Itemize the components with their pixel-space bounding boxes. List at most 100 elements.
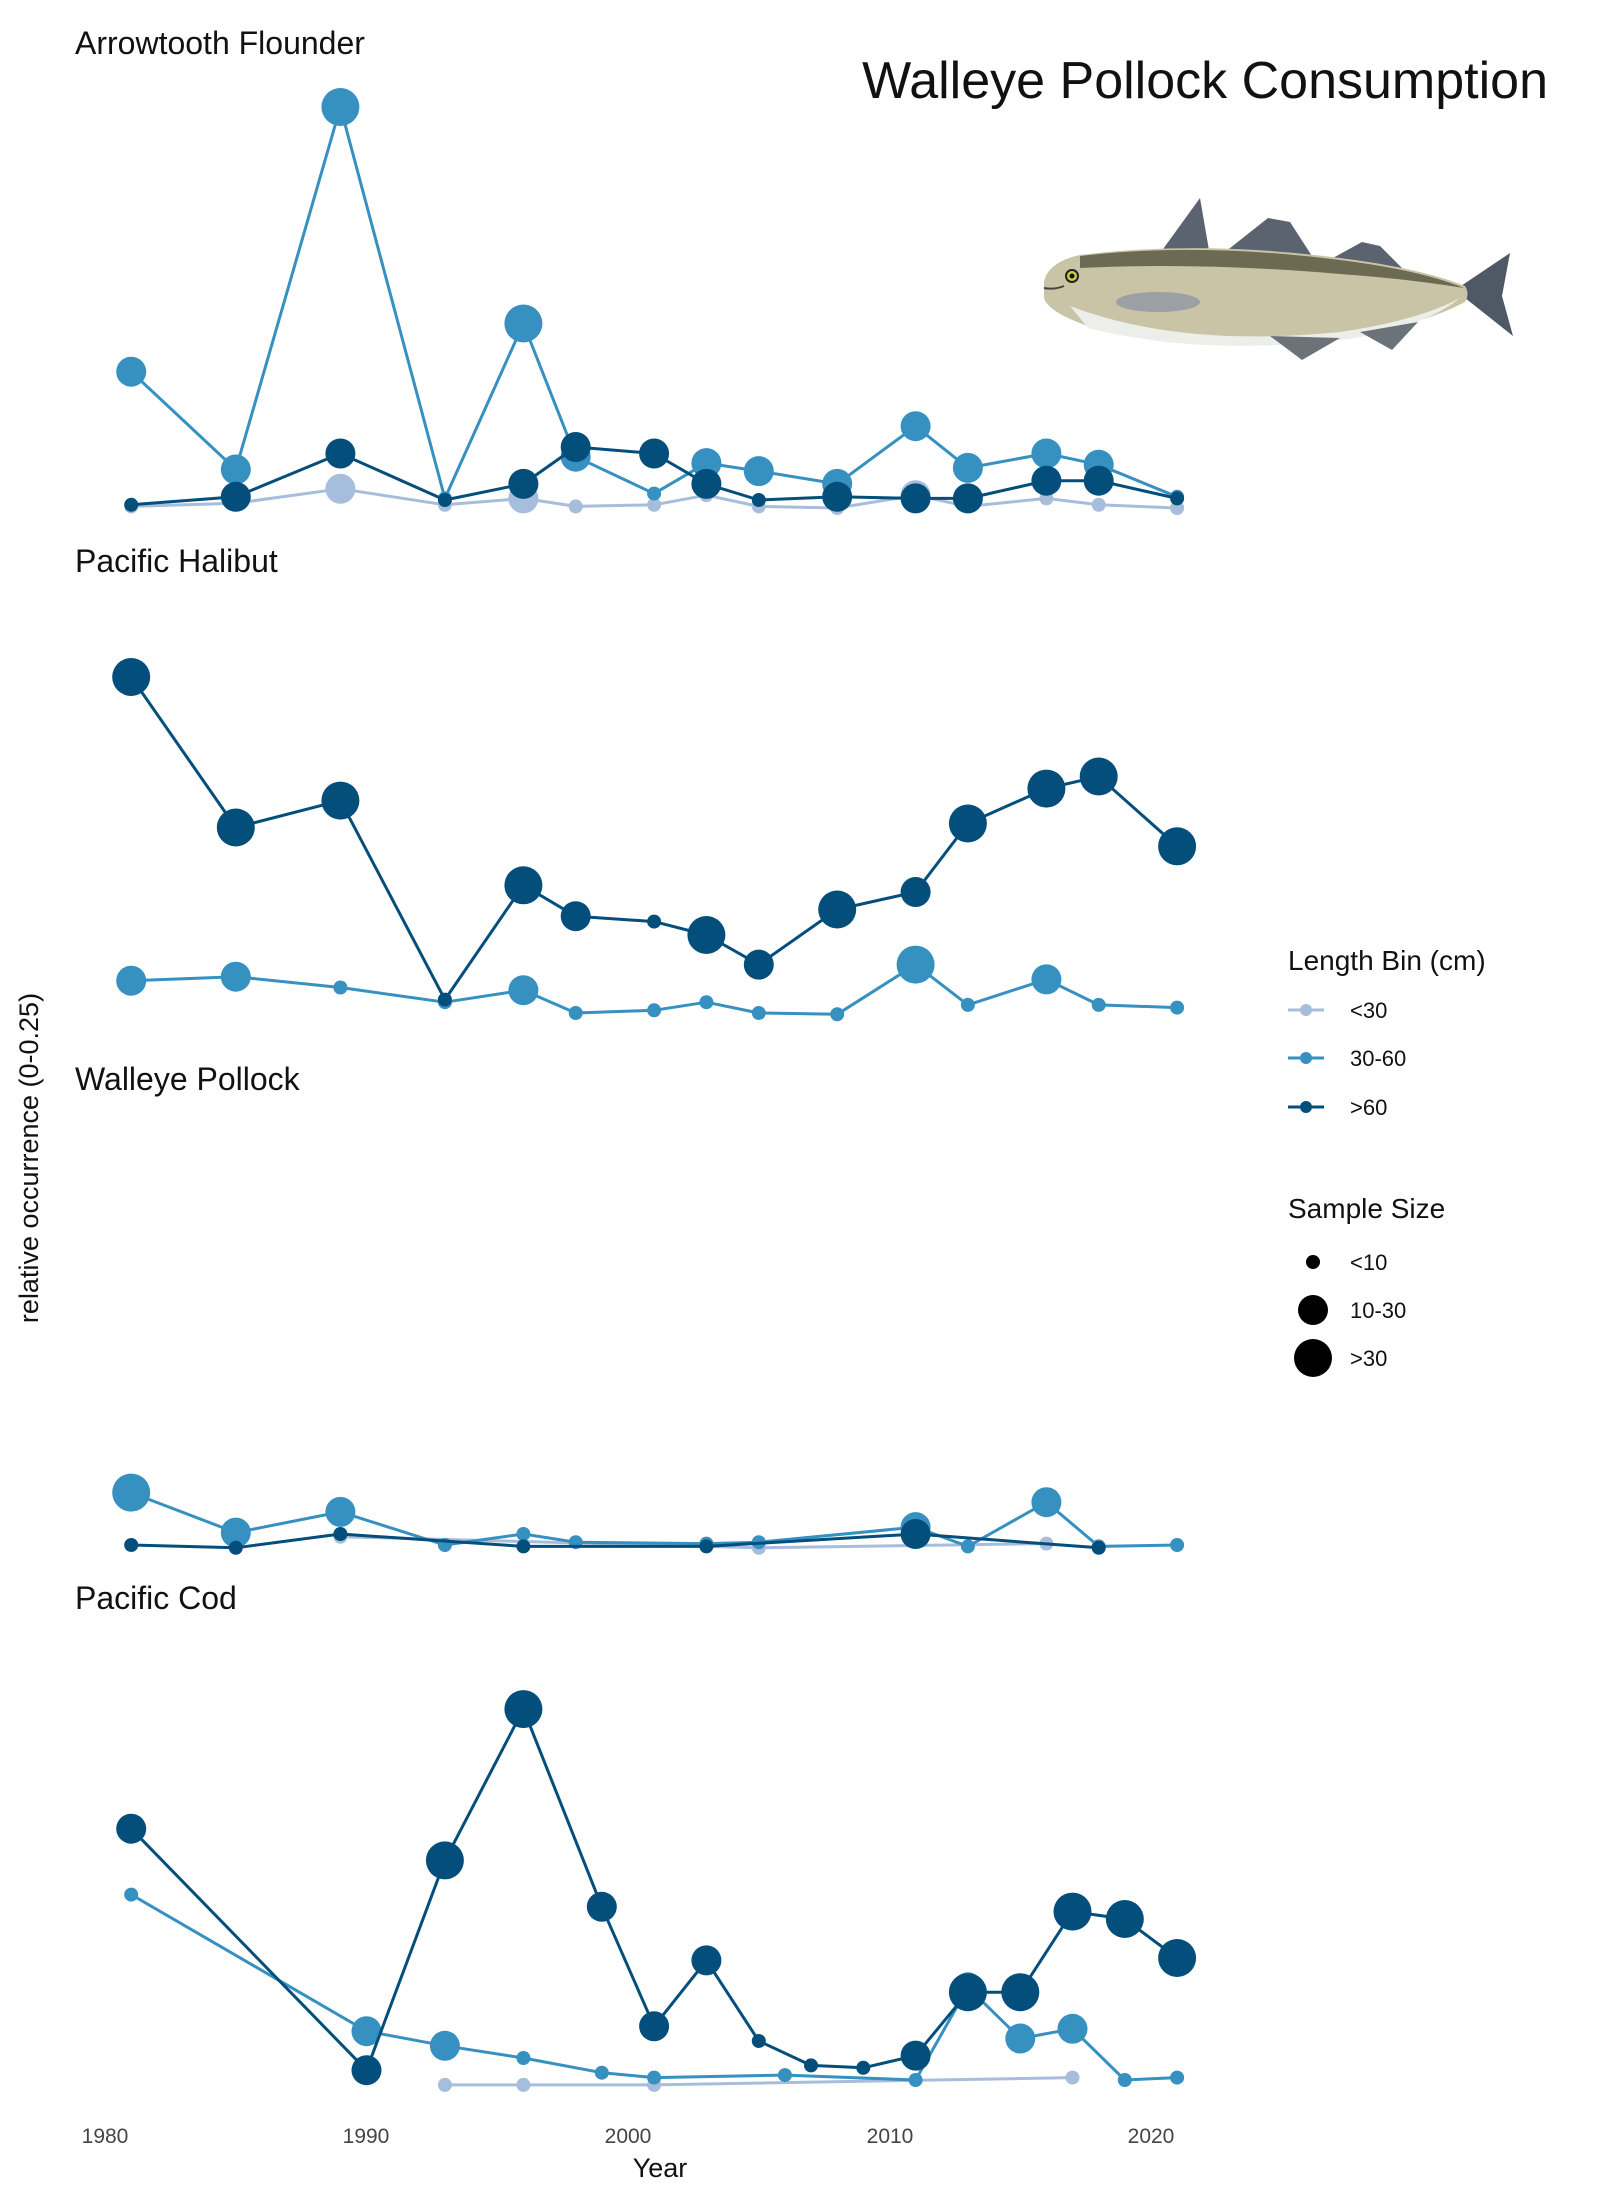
series->60 [124, 432, 1185, 514]
x-tick-label: 2000 [605, 2125, 652, 2148]
data-point [751, 1006, 766, 1020]
data-point [116, 1813, 147, 1844]
data-point [321, 781, 360, 820]
data-point [220, 454, 251, 485]
data-point [1083, 465, 1114, 496]
x-axis-label: Year [633, 2153, 688, 2183]
data-point [560, 432, 591, 462]
x-tick-label: 1980 [82, 2125, 129, 2148]
legend-key-lt30-dot [1300, 1004, 1312, 1016]
data-point [508, 468, 539, 499]
data-point [516, 2077, 531, 2092]
data-point [900, 411, 931, 442]
data-point [691, 448, 722, 479]
data-point [516, 2051, 531, 2065]
legend-size-medium-dot [1298, 1295, 1328, 1325]
data-point [900, 877, 931, 907]
legend-key-30-60-dot [1300, 1052, 1312, 1064]
data-point [900, 1519, 931, 1549]
series->60 [116, 1690, 1197, 2086]
pollock-back-shade [1080, 249, 1464, 288]
data-point [777, 2068, 792, 2083]
data-point [1091, 997, 1106, 1012]
series-30-60 [116, 945, 1185, 1022]
data-point [639, 2011, 670, 2042]
data-point [1031, 964, 1062, 995]
panel-pacific-cod: Pacific Cod [75, 1580, 1197, 2092]
data-point [124, 497, 139, 512]
data-point [699, 1539, 714, 1554]
data-point [1158, 827, 1197, 866]
data-point [1031, 1487, 1062, 1518]
panel-pacific-halibut: Pacific Halibut [75, 543, 1197, 1022]
data-point [516, 1527, 531, 1541]
legend-title-length: Length Bin (cm) [1288, 945, 1486, 976]
data-point [594, 2065, 609, 2080]
x-axis: 1980 1990 2000 2010 2020 Year [82, 2125, 1175, 2183]
data-point [856, 2060, 871, 2075]
legend-label-gt60: >60 [1350, 1095, 1387, 1120]
data-point [647, 2070, 662, 2085]
data-point [504, 1690, 543, 1729]
data-point [647, 1003, 662, 1018]
pollock-tail [1455, 253, 1513, 336]
data-point [325, 438, 356, 469]
panel-arrowtooth-flounder: Arrowtooth Flounder [75, 25, 1185, 515]
data-point [900, 483, 931, 514]
data-point [1053, 1892, 1092, 1931]
data-point [948, 1973, 987, 2012]
y-axis-label: relative occurrence (0-0.25) [14, 993, 44, 1323]
pollock-pectoral-fin [1116, 292, 1200, 312]
data-point [751, 493, 766, 507]
data-point [639, 438, 670, 469]
data-point [830, 1007, 845, 1022]
chart-title: Walleye Pollock Consumption [862, 52, 1548, 110]
legend-size-small-label: <10 [1350, 1250, 1387, 1275]
data-point [220, 961, 251, 992]
data-point [900, 2040, 931, 2071]
legend-size-large-label: >30 [1350, 1346, 1387, 1371]
data-point [1158, 1939, 1197, 1977]
pollock-anal-fin [1360, 322, 1418, 350]
legend-label-30-60: 30-60 [1350, 1046, 1406, 1071]
data-point [960, 1539, 975, 1554]
data-point [751, 2034, 766, 2048]
series-<30 [437, 2070, 1080, 2092]
data-point [321, 88, 360, 126]
panel-walleye-pollock: Walleye Pollock [75, 1061, 1185, 1555]
data-point [504, 304, 543, 343]
pollock-lower-fin [1270, 336, 1340, 360]
data-point [1170, 501, 1185, 515]
pollock-second-dorsal-fin [1220, 218, 1312, 256]
data-point [333, 1527, 348, 1541]
x-tick-label: 2020 [1128, 2125, 1175, 2148]
series-line [130, 1707, 1178, 2072]
data-point [1170, 2070, 1185, 2085]
data-point [908, 2073, 923, 2087]
data-point [351, 2016, 382, 2047]
legend-length-bin: Length Bin (cm) <30 30-60 >60 [1288, 945, 1486, 1120]
series-line [129, 676, 1179, 1002]
data-point [952, 483, 983, 514]
data-point [112, 658, 151, 696]
data-point [647, 914, 662, 929]
data-point [743, 949, 774, 980]
panel-title: Pacific Cod [75, 1580, 237, 1616]
panels-layer: Arrowtooth Flounder Pacific Halibut Walley… [75, 25, 1197, 2092]
data-point [568, 499, 583, 514]
data-point [948, 804, 987, 843]
data-point [960, 997, 975, 1012]
data-point [568, 1006, 583, 1020]
data-point [516, 1539, 531, 1554]
data-point [425, 1841, 464, 1880]
data-point [1091, 1540, 1106, 1555]
legend-size-large-dot [1294, 1339, 1332, 1377]
x-tick-label: 2010 [867, 2125, 914, 2148]
data-point [1117, 2073, 1132, 2087]
data-point [818, 890, 857, 929]
data-point [1031, 438, 1062, 469]
panel-title: Pacific Halibut [75, 543, 278, 579]
data-point [743, 456, 774, 487]
series-30-60 [112, 1473, 1185, 1554]
series-line [444, 2076, 1073, 2087]
